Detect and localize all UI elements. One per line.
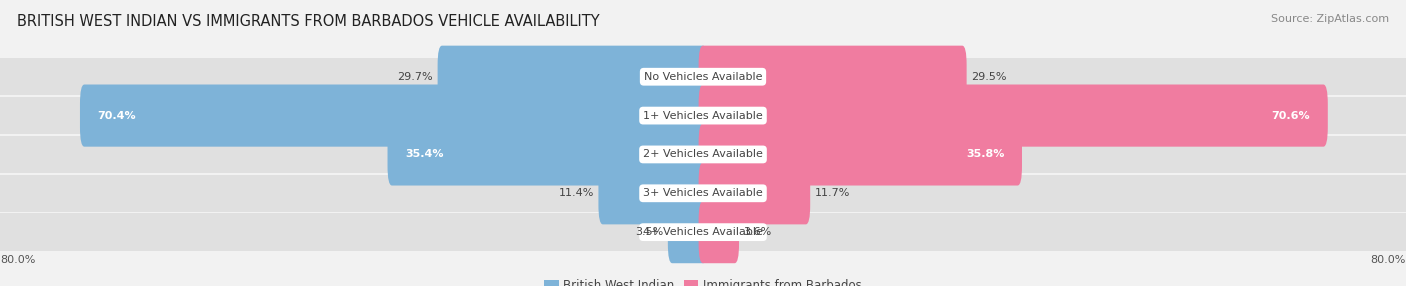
FancyBboxPatch shape bbox=[699, 162, 810, 225]
Text: BRITISH WEST INDIAN VS IMMIGRANTS FROM BARBADOS VEHICLE AVAILABILITY: BRITISH WEST INDIAN VS IMMIGRANTS FROM B… bbox=[17, 14, 599, 29]
Text: 29.7%: 29.7% bbox=[398, 72, 433, 82]
Bar bbox=[0, 97, 1406, 134]
Bar bbox=[0, 213, 1406, 251]
Text: 70.4%: 70.4% bbox=[97, 111, 136, 121]
Text: 80.0%: 80.0% bbox=[1371, 255, 1406, 265]
FancyBboxPatch shape bbox=[699, 123, 1022, 186]
FancyBboxPatch shape bbox=[699, 84, 1327, 147]
Text: 3.5%: 3.5% bbox=[636, 227, 664, 237]
Bar bbox=[0, 58, 1406, 96]
FancyBboxPatch shape bbox=[80, 84, 707, 147]
Legend: British West Indian, Immigrants from Barbados: British West Indian, Immigrants from Bar… bbox=[540, 274, 866, 286]
Text: 11.7%: 11.7% bbox=[814, 188, 851, 198]
Text: 29.5%: 29.5% bbox=[972, 72, 1007, 82]
FancyBboxPatch shape bbox=[699, 201, 740, 263]
FancyBboxPatch shape bbox=[388, 123, 707, 186]
Bar bbox=[0, 175, 1406, 212]
FancyBboxPatch shape bbox=[699, 46, 967, 108]
Text: 3.6%: 3.6% bbox=[744, 227, 772, 237]
Text: 35.4%: 35.4% bbox=[405, 150, 444, 159]
Text: 70.6%: 70.6% bbox=[1271, 111, 1310, 121]
FancyBboxPatch shape bbox=[599, 162, 707, 225]
Text: 4+ Vehicles Available: 4+ Vehicles Available bbox=[643, 227, 763, 237]
Text: 2+ Vehicles Available: 2+ Vehicles Available bbox=[643, 150, 763, 159]
Text: Source: ZipAtlas.com: Source: ZipAtlas.com bbox=[1271, 14, 1389, 24]
Text: No Vehicles Available: No Vehicles Available bbox=[644, 72, 762, 82]
Text: 80.0%: 80.0% bbox=[0, 255, 35, 265]
Text: 3+ Vehicles Available: 3+ Vehicles Available bbox=[643, 188, 763, 198]
Text: 11.4%: 11.4% bbox=[558, 188, 593, 198]
Text: 35.8%: 35.8% bbox=[966, 150, 1004, 159]
Text: 1+ Vehicles Available: 1+ Vehicles Available bbox=[643, 111, 763, 121]
FancyBboxPatch shape bbox=[668, 201, 707, 263]
Bar bbox=[0, 136, 1406, 173]
FancyBboxPatch shape bbox=[437, 46, 707, 108]
